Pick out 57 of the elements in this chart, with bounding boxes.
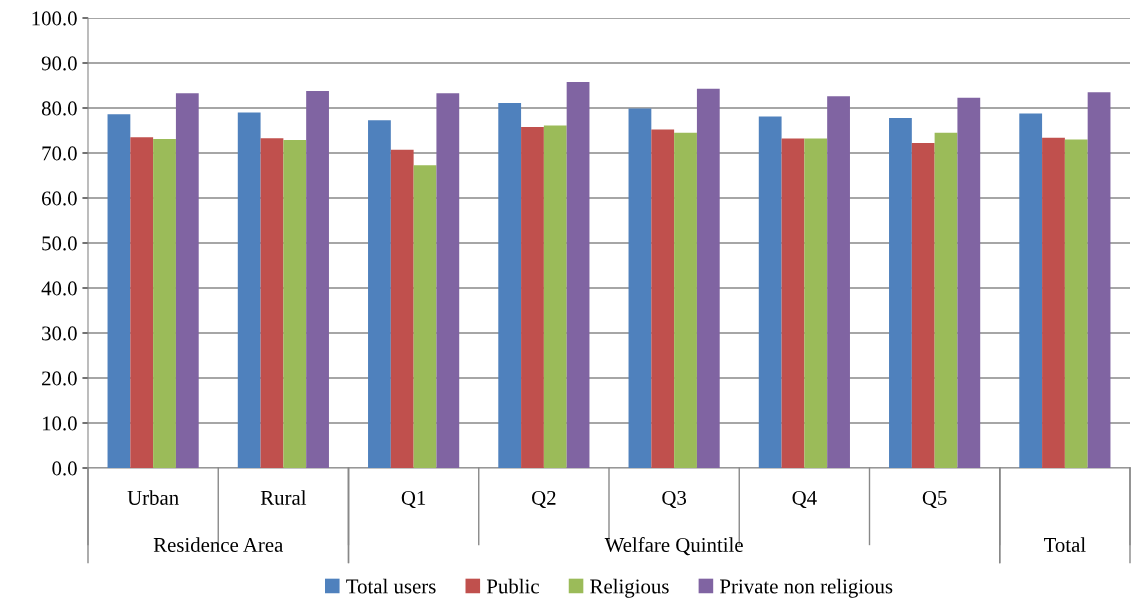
y-tick-label: 90.0 xyxy=(41,56,77,71)
x-tick-label: Q5 xyxy=(922,490,947,509)
bar xyxy=(175,93,199,468)
bar xyxy=(804,138,828,468)
bar xyxy=(1064,139,1088,468)
bar xyxy=(521,126,544,468)
bar xyxy=(368,120,391,468)
bar xyxy=(1042,137,1065,468)
x-tick-label: Q3 xyxy=(662,490,687,509)
bar xyxy=(889,117,912,468)
text: Total xyxy=(1044,537,1086,552)
y-tick-label: 30.0 xyxy=(42,326,77,341)
text: Welfare Quintile xyxy=(604,537,743,556)
bar xyxy=(827,96,850,468)
y-tick-label: 60.0 xyxy=(42,191,77,206)
bar xyxy=(566,81,590,468)
x-tick-label: Q2 xyxy=(532,490,556,509)
bar xyxy=(696,88,720,468)
bar xyxy=(107,114,131,468)
bar xyxy=(283,139,307,468)
bar xyxy=(911,143,935,468)
y-tick-label: 100.0 xyxy=(32,11,77,26)
legend-label: Private non religious xyxy=(720,578,893,598)
bar xyxy=(498,103,522,468)
legend-label: Religious xyxy=(590,578,669,598)
bar xyxy=(628,108,652,468)
y-tick-label: 50.0 xyxy=(42,236,77,251)
y-tick-label: 10.0 xyxy=(42,416,77,431)
bar xyxy=(237,112,261,468)
bar xyxy=(436,93,460,468)
x-tick-label: Rural xyxy=(260,490,307,505)
legend-label: Public xyxy=(486,578,539,594)
bar xyxy=(543,125,567,468)
bar xyxy=(260,138,284,468)
bar xyxy=(153,139,176,468)
bar xyxy=(674,132,697,468)
y-tick-label: 80.0 xyxy=(41,101,77,116)
x-tick-label: Q1 xyxy=(401,490,426,509)
x-tick-label: Q4 xyxy=(792,490,817,509)
bar xyxy=(390,149,414,468)
bar xyxy=(781,138,805,468)
bar xyxy=(957,97,981,468)
bar xyxy=(758,116,782,468)
legend-label: Total users xyxy=(346,578,436,594)
text: Residence Area xyxy=(153,537,284,552)
y-tick-label: 20.0 xyxy=(42,371,77,386)
bar xyxy=(130,137,154,468)
bar xyxy=(651,129,675,468)
x-tick-label: Urban xyxy=(127,490,179,505)
bar xyxy=(1019,113,1043,468)
bar xyxy=(413,165,437,468)
bar xyxy=(934,132,958,468)
y-tick-label: 0.0 xyxy=(52,461,77,476)
bar xyxy=(1087,92,1111,468)
y-tick-label: 70.0 xyxy=(42,146,77,161)
bar xyxy=(306,90,329,468)
y-tick-label: 40.0 xyxy=(41,281,77,296)
